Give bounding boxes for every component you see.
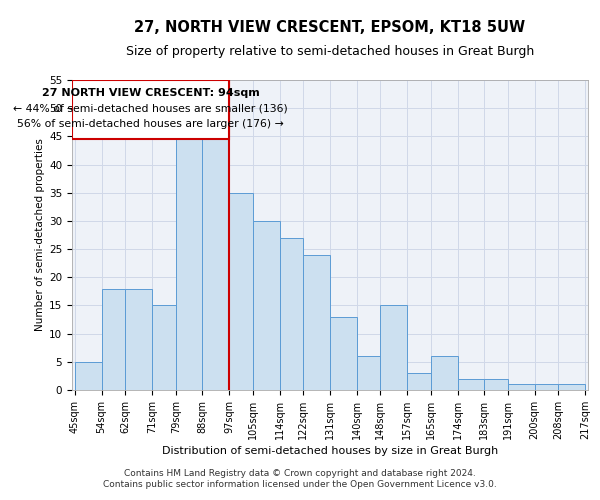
Bar [431,356,458,390]
Bar [101,288,125,390]
Text: Contains public sector information licensed under the Open Government Licence v3: Contains public sector information licen… [103,480,497,489]
Bar [407,373,431,390]
Bar [508,384,535,390]
Bar [202,130,229,390]
Bar [484,378,508,390]
Bar [75,362,101,390]
Bar [253,221,280,390]
Bar [380,306,407,390]
Y-axis label: Number of semi-detached properties: Number of semi-detached properties [35,138,45,332]
Bar [356,356,380,390]
Bar [535,384,559,390]
Bar [152,306,176,390]
Text: 27 NORTH VIEW CRESCENT: 94sqm: 27 NORTH VIEW CRESCENT: 94sqm [42,88,259,99]
Bar [229,192,253,390]
Text: 56% of semi-detached houses are larger (176) →: 56% of semi-detached houses are larger (… [17,120,284,130]
Text: 27, NORTH VIEW CRESCENT, EPSOM, KT18 5UW: 27, NORTH VIEW CRESCENT, EPSOM, KT18 5UW [134,20,526,35]
X-axis label: Distribution of semi-detached houses by size in Great Burgh: Distribution of semi-detached houses by … [162,446,498,456]
Text: Contains HM Land Registry data © Crown copyright and database right 2024.: Contains HM Land Registry data © Crown c… [124,468,476,477]
Bar [304,254,330,390]
Bar [330,316,356,390]
Bar [176,130,202,390]
Bar [72,80,229,139]
Bar [125,288,152,390]
Title: Size of property relative to semi-detached houses in Great Burgh: Size of property relative to semi-detach… [126,45,534,58]
Text: ← 44% of semi-detached houses are smaller (136): ← 44% of semi-detached houses are smalle… [13,104,288,114]
Bar [280,238,304,390]
Bar [559,384,585,390]
Bar [458,378,484,390]
